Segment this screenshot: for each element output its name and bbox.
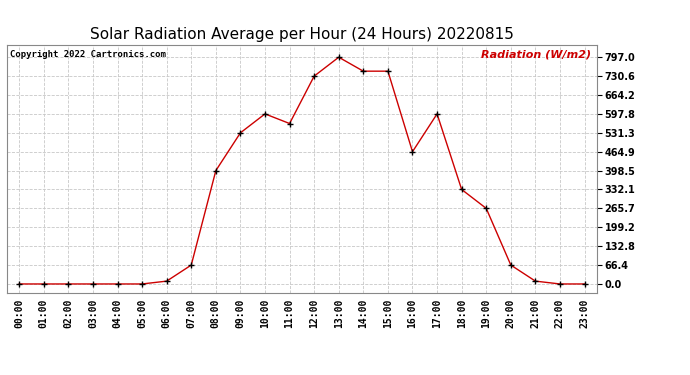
- Text: Copyright 2022 Cartronics.com: Copyright 2022 Cartronics.com: [10, 50, 166, 59]
- Title: Solar Radiation Average per Hour (24 Hours) 20220815: Solar Radiation Average per Hour (24 Hou…: [90, 27, 514, 42]
- Text: Radiation (W/m2): Radiation (W/m2): [481, 50, 591, 60]
